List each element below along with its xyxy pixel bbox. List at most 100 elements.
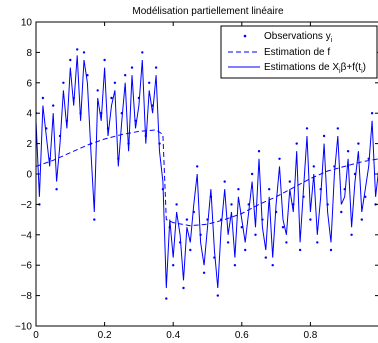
observation-point	[130, 66, 134, 69]
observation-point	[357, 142, 360, 145]
observation-point	[333, 165, 336, 168]
legend-label-estimations: Estimations de Xiβ+f(ti)	[264, 62, 366, 75]
legend-estimations-mid: β+f(t	[341, 62, 362, 73]
observation-point	[322, 134, 326, 138]
observation-point	[226, 241, 230, 244]
legend-observations-main: Observations y	[264, 31, 331, 42]
observation-point	[316, 241, 319, 244]
observation-point	[82, 51, 86, 54]
y-tick-label: 8	[26, 48, 32, 59]
observation-point	[240, 226, 243, 229]
observation-point	[340, 210, 343, 214]
observation-point	[178, 241, 182, 244]
plot-area	[36, 48, 378, 300]
observation-point	[268, 188, 271, 191]
x-tick-label: 0.6	[235, 330, 249, 341]
observation-point	[100, 112, 103, 115]
observation-point	[175, 203, 178, 206]
legend-estimations-end: )	[363, 62, 366, 73]
observation-point	[254, 233, 257, 236]
observation-point	[199, 233, 202, 236]
legend: Observations yi Estimation de f Estimati…	[220, 25, 378, 79]
observation-point	[302, 195, 305, 198]
observation-point	[154, 66, 158, 69]
x-axis: 0 0.2 0.4 0.6 0.8	[33, 22, 318, 341]
observation-point	[298, 248, 302, 252]
observation-point	[288, 180, 291, 183]
x-tick-label: 0.2	[98, 330, 112, 341]
legend-observations-sub: i	[331, 37, 333, 44]
y-tick-label: −10	[15, 322, 32, 333]
observation-point	[72, 96, 75, 100]
legend-estimations-main: Estimations de X	[264, 62, 339, 73]
observation-point	[134, 119, 137, 123]
observation-point	[346, 150, 350, 153]
observation-point	[209, 195, 213, 198]
observation-point	[220, 218, 223, 221]
legend-label-estimation-f: Estimation de f	[264, 47, 330, 58]
observation-point	[79, 112, 82, 115]
observation-point	[343, 188, 346, 191]
legend-label-observations: Observations yi	[264, 31, 333, 44]
chart-title: Modélisation partiellement linéaire	[132, 6, 284, 17]
observation-point	[360, 218, 363, 221]
observation-point	[196, 165, 199, 168]
observation-point	[110, 96, 113, 100]
observation-point	[206, 218, 209, 221]
series-estimations-line	[36, 55, 378, 289]
observation-point	[233, 264, 237, 267]
observation-point	[141, 51, 144, 54]
observation-point	[52, 104, 55, 107]
y-tick-label: 4	[26, 109, 32, 120]
y-axis: −10 −8 −6 −4 −2 0 2 4 6 8 10	[15, 18, 378, 333]
observation-point	[230, 203, 233, 206]
legend-estimations-sub1: i	[339, 68, 341, 75]
observation-point	[185, 218, 189, 221]
observation-point	[261, 218, 264, 221]
observation-point	[192, 210, 195, 214]
observation-point	[202, 271, 206, 274]
observation-point	[244, 248, 247, 252]
observation-point	[189, 248, 192, 252]
observation-point	[295, 142, 298, 145]
observation-point	[312, 165, 315, 168]
observation-point	[223, 180, 226, 183]
observation-point	[305, 127, 309, 130]
observation-point	[172, 264, 175, 267]
y-tick-label: 10	[21, 18, 33, 29]
series-group	[36, 48, 378, 300]
observation-point	[165, 297, 168, 300]
y-tick-label: 0	[26, 170, 32, 181]
observation-point	[106, 127, 110, 130]
observation-point	[364, 195, 367, 198]
observation-point	[124, 74, 127, 77]
observation-point	[148, 81, 151, 85]
observation-point	[250, 172, 254, 176]
x-tick-label: 0.4	[166, 330, 180, 341]
observation-point	[319, 188, 322, 191]
observation-point	[86, 74, 89, 77]
x-tick-label: 0	[33, 330, 39, 341]
observation-point	[367, 157, 370, 160]
observation-point	[350, 233, 353, 236]
observation-point	[285, 241, 288, 244]
observation-point	[168, 226, 171, 229]
x-tick-label: 0.8	[303, 330, 317, 341]
y-tick-label: −8	[21, 291, 33, 302]
observation-point	[76, 48, 79, 51]
legend-estimations-sub2: i	[361, 68, 363, 75]
observation-point	[55, 188, 58, 191]
observation-point	[93, 218, 96, 221]
observation-point	[336, 127, 339, 130]
observation-point	[216, 294, 219, 297]
observation-point	[120, 112, 124, 115]
observation-point	[271, 264, 274, 267]
observation-point	[353, 172, 357, 176]
observation-point	[103, 58, 106, 62]
observation-point	[237, 188, 240, 191]
observation-point	[281, 226, 285, 229]
observation-point	[62, 81, 65, 85]
observation-point	[309, 218, 312, 221]
y-tick-label: 2	[26, 139, 32, 150]
observation-point	[161, 188, 165, 191]
